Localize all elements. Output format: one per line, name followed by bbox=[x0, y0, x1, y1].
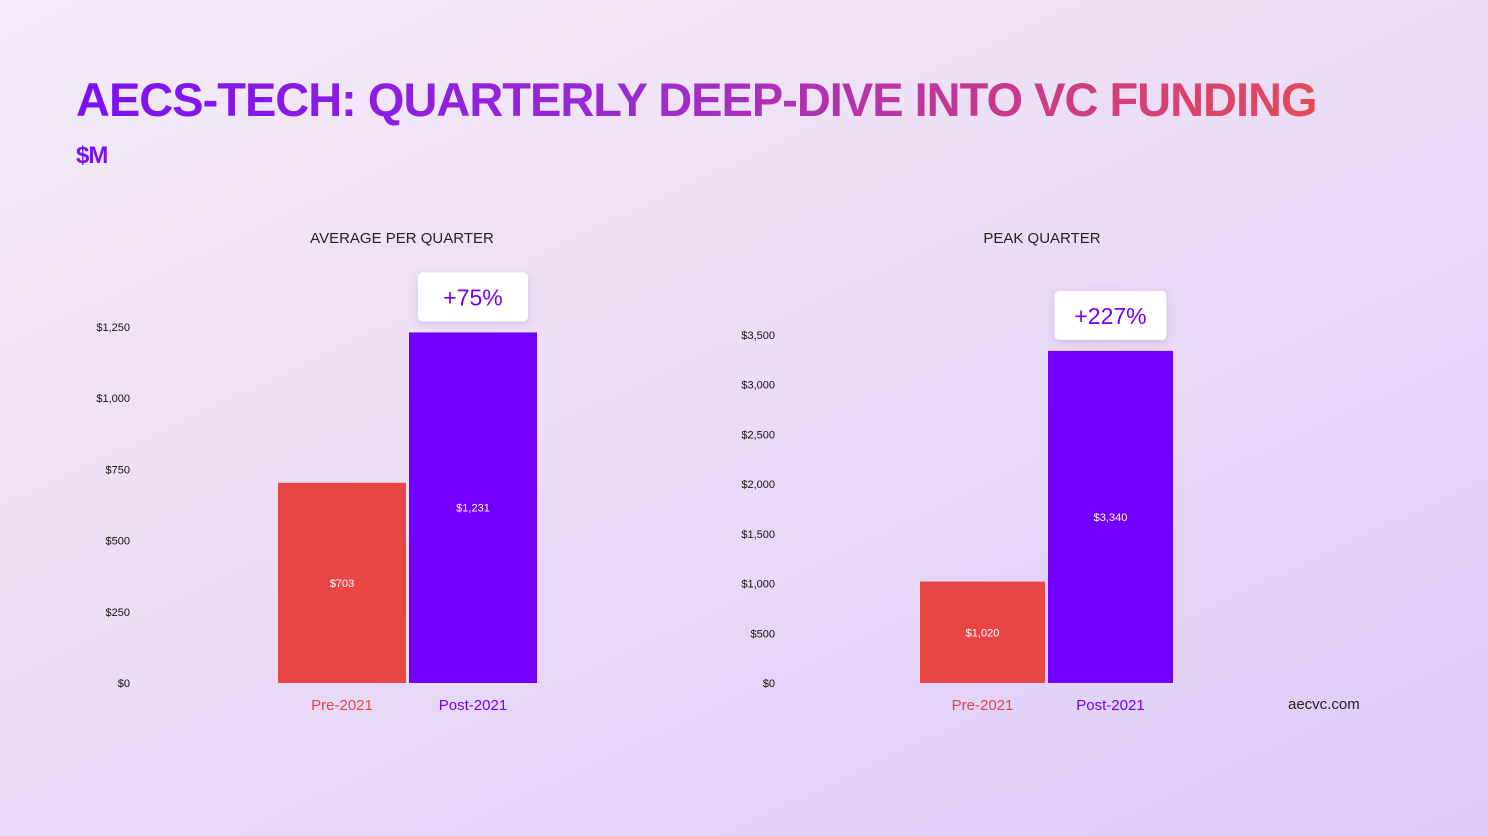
data-label: $1,020 bbox=[966, 627, 1000, 639]
growth-annotation: +227% bbox=[1074, 303, 1146, 329]
bar-pre-2021 bbox=[920, 581, 1045, 683]
source-credit: aecvc.com bbox=[1288, 696, 1360, 713]
category-label: Post-2021 bbox=[1076, 697, 1144, 714]
growth-annotation: +75% bbox=[443, 284, 502, 310]
y-tick-label: $1,000 bbox=[96, 393, 130, 405]
chart-1-title: AVERAGE PER QUARTER bbox=[310, 230, 494, 247]
bar-post-2021 bbox=[409, 332, 537, 683]
chart-2-title: PEAK QUARTER bbox=[983, 230, 1101, 247]
y-tick-label: $3,000 bbox=[741, 380, 775, 392]
y-tick-label: $1,000 bbox=[741, 579, 775, 591]
category-label: Pre-2021 bbox=[311, 697, 373, 714]
y-tick-label: $1,250 bbox=[96, 322, 130, 334]
y-tick-label: $2,500 bbox=[741, 429, 775, 441]
y-tick-label: $2,000 bbox=[741, 479, 775, 491]
bar-pre-2021 bbox=[278, 482, 406, 683]
page-title: AECS-TECH: QUARTERLY DEEP-DIVE INTO VC F… bbox=[76, 73, 1318, 126]
growth-annotation-box bbox=[418, 272, 528, 322]
category-label: Post-2021 bbox=[439, 697, 507, 714]
bar-post-2021 bbox=[1048, 350, 1173, 683]
data-label: $1,231 bbox=[456, 503, 490, 515]
data-label: $703 bbox=[330, 578, 354, 590]
unit-subtitle: $M bbox=[76, 142, 108, 169]
y-tick-label: $3,500 bbox=[741, 330, 775, 342]
y-tick-label: $0 bbox=[118, 678, 130, 690]
y-tick-label: $0 bbox=[763, 678, 775, 690]
y-tick-label: $500 bbox=[751, 628, 775, 640]
category-label: Pre-2021 bbox=[952, 697, 1014, 714]
y-tick-label: $750 bbox=[106, 464, 130, 476]
y-tick-label: $1,500 bbox=[741, 529, 775, 541]
y-tick-label: $500 bbox=[106, 536, 130, 548]
y-tick-label: $250 bbox=[106, 607, 130, 619]
growth-annotation-box bbox=[1054, 290, 1167, 340]
data-label: $3,340 bbox=[1094, 512, 1128, 524]
